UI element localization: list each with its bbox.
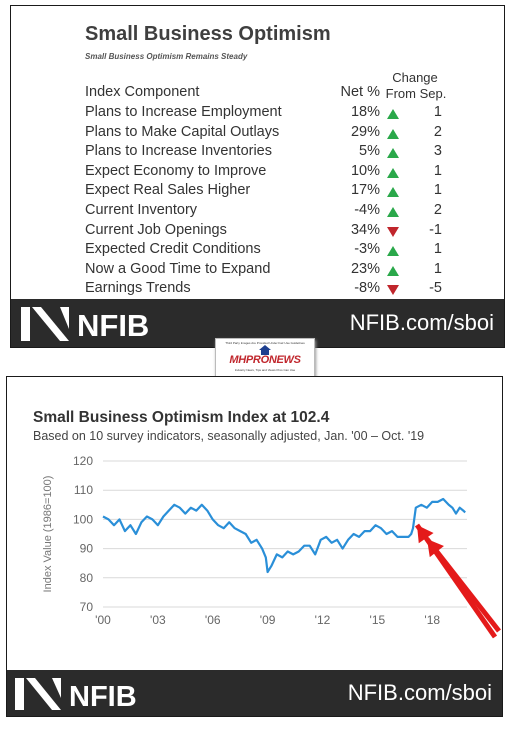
component-name: Now a Good Time to Expand xyxy=(85,260,271,277)
net-percent: 17% xyxy=(350,182,380,199)
annotation-arrow-icon xyxy=(414,523,498,639)
change-value: 2 xyxy=(433,123,442,140)
change-value: 1 xyxy=(433,104,442,120)
y-tick-label: 70 xyxy=(80,600,94,614)
arrow-head xyxy=(417,525,434,544)
component-name: Plans to Increase Employment xyxy=(85,104,282,120)
component-name: Earnings Trends xyxy=(85,280,191,297)
y-tick-label: 120 xyxy=(73,454,93,468)
table-row: Expect Economy to Improve 10% 1 xyxy=(11,163,504,183)
mhpronews-brand: MHPRONEWS xyxy=(229,354,301,366)
table-row: Expect Real Sales Higher 17% 1 xyxy=(11,182,504,202)
table-row: Current Inventory -4% 2 xyxy=(11,202,504,222)
optimism-components-card: Small Business Optimism Small Business O… xyxy=(10,5,505,348)
svg-text:NFIB: NFIB xyxy=(69,681,137,710)
nfib-logo: NFIB xyxy=(15,678,137,710)
nfib-url[interactable]: NFIB.com/sboi xyxy=(349,310,494,335)
card-subtitle: Small Business Optimism Remains Steady xyxy=(85,52,248,61)
change-value: -5 xyxy=(429,280,442,297)
header-change-line1: Change xyxy=(392,70,438,85)
change-value: 2 xyxy=(433,202,442,218)
mhpronews-logo: Third Party Images Are Provided Under Fa… xyxy=(215,338,315,380)
nfib-footer: NFIB NFIB.com/sboi xyxy=(7,670,502,716)
net-percent: -4% xyxy=(354,202,380,218)
x-tick-label: '06 xyxy=(205,613,221,627)
net-percent: 23% xyxy=(350,260,380,277)
y-axis-label: Index Value (1986=100) xyxy=(42,476,54,593)
x-tick-label: '00 xyxy=(95,613,111,627)
component-name: Plans to Make Capital Outlays xyxy=(85,123,280,140)
change-value: 1 xyxy=(433,260,442,277)
change-value: -1 xyxy=(429,221,442,238)
y-tick-label: 110 xyxy=(74,483,93,497)
mhpronews-tagline: Industry News, Tips and Views Pros Can U… xyxy=(234,368,296,372)
table-row: Earnings Trends -8% -5 xyxy=(11,280,504,300)
down-triangle-icon xyxy=(387,285,399,296)
net-percent: 29% xyxy=(350,123,380,140)
net-percent: -3% xyxy=(354,241,380,258)
table-row: Plans to Make Capital Outlays 29% 2 xyxy=(11,124,504,144)
table-header: Index Component Net % From Sep. xyxy=(11,84,504,104)
up-triangle-icon xyxy=(387,265,399,276)
header-net: Net % xyxy=(340,84,381,100)
y-tick-label: 90 xyxy=(80,542,94,556)
chart-subtitle: Based on 10 survey indicators, seasonall… xyxy=(33,429,425,443)
component-name: Current Job Openings xyxy=(85,221,227,238)
table-row: Expected Credit Conditions -3% 1 xyxy=(11,241,504,261)
change-value: 1 xyxy=(433,162,442,179)
change-value: 1 xyxy=(433,241,442,258)
x-tick-label: '09 xyxy=(260,613,276,627)
net-percent: 18% xyxy=(350,104,380,120)
svg-text:NFIB: NFIB xyxy=(77,308,149,341)
line-chart: 70 80 90 100 110 120 '00 '03 '06 '09 '12 '15 '18 Inde… xyxy=(42,454,501,639)
nfib-url[interactable]: NFIB.com/sboi xyxy=(347,680,492,705)
x-tick-label: '15 xyxy=(370,613,386,627)
x-tick-label: '03 xyxy=(150,613,166,627)
component-name: Expect Real Sales Higher xyxy=(85,182,251,199)
x-tick-label: '18 xyxy=(424,613,440,627)
arrow-shaft xyxy=(414,523,498,639)
component-name: Current Inventory xyxy=(85,202,198,218)
mhpronews-top-text: Third Party Images Are Provided Under Fa… xyxy=(225,341,305,345)
component-name: Expect Economy to Improve xyxy=(85,162,267,179)
table-row: Plans to Increase Employment 18% 1 xyxy=(11,104,504,124)
house-icon xyxy=(259,345,271,355)
y-tick-label: 100 xyxy=(73,512,93,526)
up-triangle-icon xyxy=(387,148,399,159)
net-percent: 5% xyxy=(359,143,380,160)
up-triangle-icon xyxy=(387,109,399,119)
component-name: Plans to Increase Inventories xyxy=(85,143,272,160)
change-value: 1 xyxy=(433,182,442,199)
up-triangle-icon xyxy=(387,246,399,257)
net-percent: 10% xyxy=(350,162,380,179)
table-row: Now a Good Time to Expand 23% 1 xyxy=(11,261,504,281)
table-row: Plans to Increase Inventories 5% 3 xyxy=(11,143,504,163)
header-change-line2: From Sep. xyxy=(385,86,447,101)
header-component: Index Component xyxy=(85,84,200,100)
net-percent: 34% xyxy=(350,221,380,238)
up-triangle-icon xyxy=(387,187,399,198)
net-percent: -8% xyxy=(354,280,380,297)
nfib-logo: NFIB xyxy=(21,307,149,341)
up-triangle-icon xyxy=(387,207,399,217)
change-value: 3 xyxy=(433,143,442,160)
y-tick-label: 80 xyxy=(80,571,94,585)
up-triangle-icon xyxy=(387,128,399,139)
optimism-index-chart-card: Small Business Optimism Index at 102.4 B… xyxy=(6,376,503,717)
up-triangle-icon xyxy=(387,167,399,178)
series-line xyxy=(102,497,466,574)
table-row: Current Job Openings 34% -1 xyxy=(11,222,504,242)
chart-title: Small Business Optimism Index at 102.4 xyxy=(33,409,330,426)
x-tick-label: '12 xyxy=(315,613,331,627)
card-title: Small Business Optimism xyxy=(85,23,331,45)
down-triangle-icon xyxy=(387,226,399,237)
component-name: Expected Credit Conditions xyxy=(85,241,261,258)
